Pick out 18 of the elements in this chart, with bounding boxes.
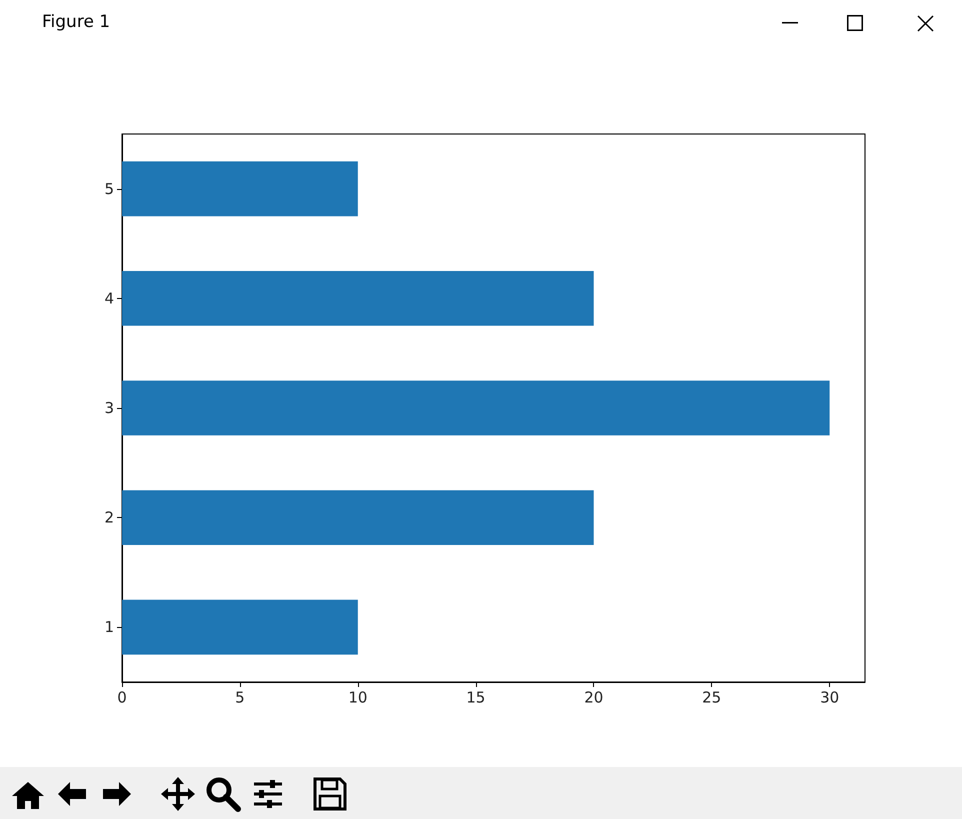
bar (122, 271, 594, 326)
x-tick-label: 0 (117, 688, 127, 706)
y-tick-label: 3 (104, 399, 114, 417)
x-tick-label: 30 (820, 688, 840, 706)
y-tick-label: 5 (104, 180, 114, 198)
x-tick-label: 20 (584, 688, 604, 706)
bar (122, 490, 594, 545)
x-tick-label: 15 (466, 688, 486, 706)
x-tick-label: 25 (702, 688, 722, 706)
bar (122, 600, 358, 655)
y-tick-label: 1 (104, 618, 114, 636)
x-tick-label: 10 (348, 688, 368, 706)
bar (122, 380, 830, 436)
y-tick-label: 4 (104, 289, 114, 308)
x-tick-label: 5 (235, 688, 245, 706)
y-tick-label: 2 (104, 508, 114, 527)
caption: Figure 1 (42, 12, 110, 32)
bar (122, 161, 358, 216)
